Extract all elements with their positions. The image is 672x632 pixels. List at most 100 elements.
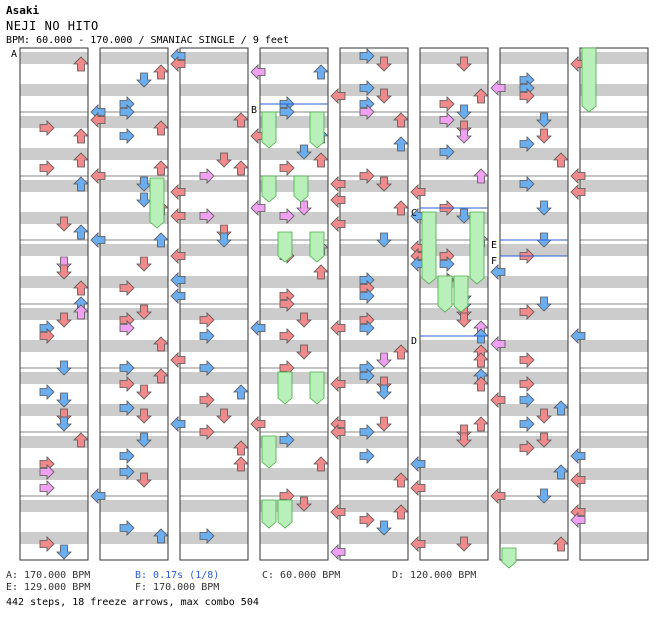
beat-stripe	[260, 340, 328, 352]
beat-stripe	[20, 340, 88, 352]
freeze-arrow	[277, 231, 293, 263]
beat-stripe	[20, 308, 88, 320]
freeze-arrow	[277, 499, 293, 529]
beat-stripe	[580, 372, 648, 384]
beat-stripe	[580, 116, 648, 128]
freeze-arrow	[261, 435, 277, 469]
beat-stripe	[580, 308, 648, 320]
beat-stripe	[20, 532, 88, 544]
legend-b: B: 0.17s (1/8)	[135, 570, 220, 581]
beat-stripe	[340, 148, 408, 160]
beat-stripe	[180, 116, 248, 128]
beat-stripe	[100, 148, 168, 160]
freeze-arrow	[261, 111, 277, 149]
beat-stripe	[20, 84, 88, 96]
bpm-marker: D	[411, 336, 417, 347]
beat-stripe	[340, 532, 408, 544]
beat-stripe	[340, 468, 408, 480]
beat-stripe	[180, 340, 248, 352]
beat-stripe	[340, 372, 408, 384]
beat-stripe	[100, 404, 168, 416]
beat-stripe	[260, 84, 328, 96]
beat-stripe	[420, 180, 488, 192]
beat-stripe	[340, 436, 408, 448]
beat-stripe	[20, 244, 88, 256]
beat-stripe	[180, 532, 248, 544]
beat-stripe	[260, 52, 328, 64]
freeze-arrow	[453, 275, 469, 313]
beat-stripe	[580, 244, 648, 256]
beat-stripe	[500, 244, 568, 256]
beat-stripe	[420, 52, 488, 64]
beat-stripe	[20, 372, 88, 384]
beat-stripe	[580, 404, 648, 416]
beat-stripe	[500, 532, 568, 544]
beat-stripe	[100, 532, 168, 544]
bpm-marker: E	[491, 240, 497, 251]
beat-stripe	[180, 244, 248, 256]
legend-f: F: 170.000 BPM	[135, 582, 220, 593]
column-border	[499, 47, 569, 561]
freeze-arrow	[501, 547, 517, 569]
beat-stripe	[340, 244, 408, 256]
beat-stripe	[500, 148, 568, 160]
beat-stripe	[340, 180, 408, 192]
song-title: NEJI NO HITO	[6, 19, 99, 33]
bpm-marker: B	[251, 105, 257, 116]
beat-stripe	[340, 116, 408, 128]
beat-stripe	[20, 436, 88, 448]
beat-stripe	[580, 340, 648, 352]
beat-stripe	[340, 340, 408, 352]
beat-stripe	[100, 52, 168, 64]
beat-stripe	[500, 436, 568, 448]
beat-stripe	[340, 212, 408, 224]
beat-stripe	[340, 84, 408, 96]
beat-stripe	[260, 532, 328, 544]
beat-stripe	[180, 276, 248, 288]
beat-stripe	[260, 500, 328, 512]
beat-stripe	[260, 404, 328, 416]
beat-stripe	[500, 84, 568, 96]
beat-stripe	[260, 308, 328, 320]
beat-stripe	[500, 212, 568, 224]
column-border	[579, 47, 649, 561]
beat-stripe	[180, 468, 248, 480]
beat-stripe	[420, 404, 488, 416]
beat-stripe	[500, 308, 568, 320]
column-border	[179, 47, 249, 561]
beat-stripe	[500, 500, 568, 512]
beat-stripe	[500, 52, 568, 64]
beat-stripe	[100, 500, 168, 512]
beat-stripe	[500, 116, 568, 128]
legend-c: C: 60.000 BPM	[262, 570, 341, 581]
freeze-arrow	[149, 177, 165, 229]
beat-stripe	[20, 180, 88, 192]
freeze-arrow	[309, 111, 325, 149]
beat-stripe	[20, 276, 88, 288]
bpm-marker: C	[411, 208, 417, 219]
beat-stripe	[420, 116, 488, 128]
freeze-arrow	[469, 211, 485, 285]
freeze-arrow	[277, 371, 293, 405]
beat-stripe	[580, 276, 648, 288]
beat-stripe	[340, 276, 408, 288]
beat-stripe	[420, 468, 488, 480]
beat-stripe	[100, 276, 168, 288]
beat-stripe	[100, 244, 168, 256]
beat-stripe	[180, 372, 248, 384]
beat-stripe	[20, 52, 88, 64]
beat-stripe	[420, 340, 488, 352]
beat-stripe	[180, 52, 248, 64]
beat-stripe	[420, 372, 488, 384]
legend-a: A: 170.000 BPM	[6, 570, 91, 581]
beat-stripe	[180, 500, 248, 512]
column-border	[419, 47, 489, 561]
beat-stripe	[420, 148, 488, 160]
beat-stripe	[100, 84, 168, 96]
column-border	[259, 47, 329, 561]
beat-stripe	[500, 180, 568, 192]
beat-stripe	[420, 532, 488, 544]
beat-stripe	[100, 372, 168, 384]
beat-stripe	[180, 148, 248, 160]
